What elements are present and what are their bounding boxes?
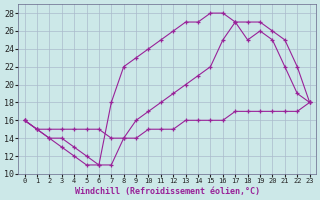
X-axis label: Windchill (Refroidissement éolien,°C): Windchill (Refroidissement éolien,°C): [75, 187, 260, 196]
